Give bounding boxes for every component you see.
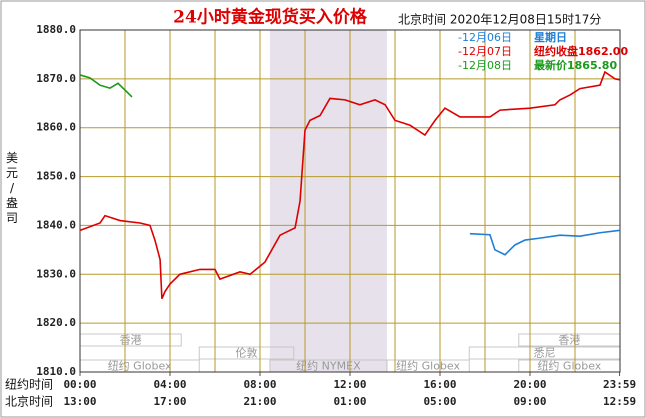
x2-tick-label: 12:59	[603, 395, 636, 408]
y-tick-label: 1810.0	[36, 365, 76, 378]
x-tick-label: 16:00	[423, 378, 456, 391]
legend-note: 最新价1865.80	[534, 58, 617, 72]
y-tick-label: 1870.0	[36, 72, 76, 85]
y-axis-label-char: 美	[6, 151, 18, 165]
session-label: 纽约 Globex	[537, 359, 601, 373]
x2-tick-label: 21:00	[243, 395, 276, 408]
series-line	[469, 229, 621, 256]
legend-note: 纽约收盘1862.00	[534, 44, 628, 58]
y-tick-label: 1880.0	[36, 23, 76, 36]
shaded-region	[269, 30, 387, 372]
x-tick-label: 12:00	[333, 378, 366, 391]
x-tick-label: 20:00	[513, 378, 546, 391]
y-tick-label: 1830.0	[36, 267, 76, 280]
session-label: 纽约 Globex	[396, 359, 460, 373]
session-label: 纽约 NYMEX	[296, 359, 361, 373]
session-label: 香港	[120, 334, 142, 347]
x2-tick-label: 01:00	[333, 395, 366, 408]
chart-subtitle: 北京时间 2020年12月08日15时17分	[398, 13, 601, 27]
x-tick-label: 23:59	[603, 378, 636, 391]
session-label: 伦敦	[236, 346, 258, 360]
session-label: 香港	[558, 334, 580, 347]
session-label: 悉尼	[534, 347, 556, 360]
legend-name: -12月06日	[458, 31, 512, 44]
session-box	[198, 346, 295, 360]
y-tick-label: 1860.0	[36, 121, 76, 134]
x-tick-label: 00:00	[63, 378, 96, 391]
legend-note: 星期日	[534, 30, 567, 44]
y-tick-label: 1840.0	[36, 218, 76, 231]
chart-title: 24小时黄金现货买入价格	[173, 7, 368, 28]
y-axis-label-char: 司	[6, 211, 18, 225]
y-tick-label: 1820.0	[36, 316, 76, 329]
plot-border	[79, 29, 621, 373]
y-tick-label: 1850.0	[36, 170, 76, 183]
y-axis-label-char: /	[10, 181, 15, 195]
series-line	[79, 74, 133, 98]
session-label: 纽约 Globex	[108, 359, 172, 373]
x-tick-label: 08:00	[243, 378, 276, 391]
x2-tick-label: 05:00	[423, 395, 456, 408]
x-tick-label: 04:00	[153, 378, 186, 391]
x2-tick-label: 09:00	[513, 395, 546, 408]
series-line	[79, 70, 621, 300]
x2-tick-label: 13:00	[63, 395, 96, 408]
y-axis-label: 美元/盎司	[6, 151, 18, 225]
y-axis-label-char: 盎	[6, 196, 18, 210]
y-axis-label-char: 元	[6, 166, 18, 180]
x-axis-label: 纽约时间	[5, 377, 53, 392]
legend-name: -12月08日	[458, 59, 512, 72]
x2-tick-label: 17:00	[153, 395, 186, 408]
x2-axis-label: 北京时间	[5, 395, 53, 409]
legend-name: -12月07日	[458, 45, 512, 58]
